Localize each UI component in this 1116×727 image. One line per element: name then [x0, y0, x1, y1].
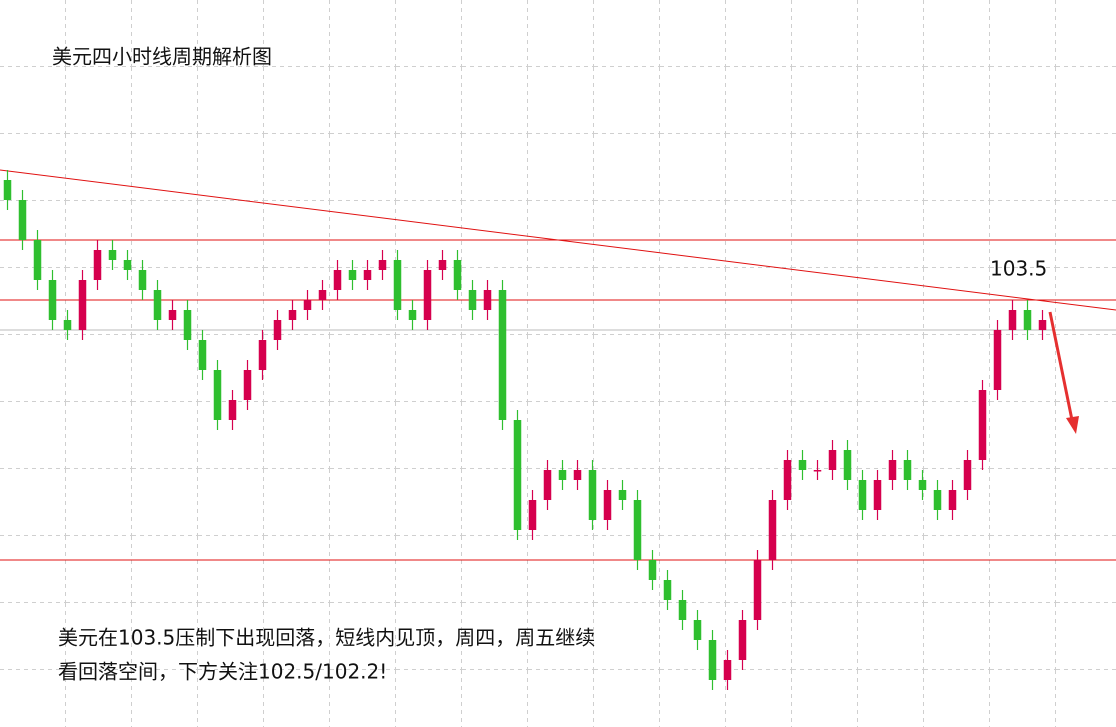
- candle-body: [1008, 310, 1017, 330]
- candle-body: [828, 450, 837, 470]
- candle-body: [588, 470, 597, 520]
- candle-body: [393, 260, 402, 310]
- annotation: 看回落空间，下方关注102.5/102.2!: [58, 660, 387, 684]
- candle-body: [678, 600, 687, 620]
- candle-body: [303, 300, 312, 310]
- candle-body: [258, 340, 267, 370]
- candle-body: [333, 270, 342, 290]
- level-label: 103.5: [990, 257, 1047, 281]
- candle-body: [498, 290, 507, 420]
- candle-body: [108, 250, 117, 260]
- candle-body: [33, 240, 42, 280]
- candle-body: [843, 450, 852, 480]
- candle-body: [918, 480, 927, 490]
- candle-body: [3, 180, 12, 200]
- candle-body: [783, 460, 792, 500]
- candle-body: [18, 200, 27, 240]
- candle-body: [318, 290, 327, 300]
- candle-body: [408, 310, 417, 320]
- candle-body: [648, 560, 657, 580]
- candle-body: [228, 400, 237, 420]
- candle-body: [858, 480, 867, 510]
- candle-body: [663, 580, 672, 600]
- candle-body: [813, 470, 822, 472]
- candle-body: [438, 260, 447, 270]
- arrow-head: [1066, 416, 1079, 434]
- candle-body: [483, 290, 492, 310]
- candle-body: [468, 290, 477, 310]
- candle-body: [888, 460, 897, 480]
- candle-body: [48, 280, 57, 320]
- candle-body: [543, 470, 552, 500]
- candle-body: [603, 490, 612, 520]
- candle-body: [963, 460, 972, 490]
- candle-body: [183, 310, 192, 340]
- candle-body: [573, 470, 582, 480]
- candle-body: [198, 340, 207, 370]
- candle-body: [213, 370, 222, 420]
- candle-body: [93, 250, 102, 280]
- candle-body: [453, 260, 462, 290]
- candle-body: [708, 640, 717, 680]
- candle-body: [948, 490, 957, 510]
- candle-body: [123, 260, 132, 270]
- candle-body: [528, 500, 537, 530]
- candle-body: [378, 260, 387, 270]
- candle-body: [138, 270, 147, 290]
- plot-area: [0, 169, 1116, 690]
- candle-body: [558, 470, 567, 480]
- trendline: [0, 169, 1116, 311]
- candle-body: [753, 560, 762, 620]
- candle-body: [798, 460, 807, 470]
- annotation: 美元在103.5压制下出现回落，短线内见顶，周四，周五继续: [58, 626, 595, 650]
- candle-body: [738, 620, 747, 660]
- candle-body: [348, 270, 357, 280]
- candle-body: [933, 490, 942, 510]
- candle-body: [1038, 320, 1047, 330]
- candle-body: [873, 480, 882, 510]
- candle-body: [63, 320, 72, 330]
- candle-body: [993, 330, 1002, 390]
- candle-body: [1023, 310, 1032, 330]
- arrow-shaft: [1048, 311, 1074, 421]
- candle-body: [273, 320, 282, 340]
- candle-body: [723, 660, 732, 680]
- candle-body: [513, 420, 522, 530]
- candle-body: [243, 370, 252, 400]
- candle-body: [363, 270, 372, 280]
- candle-body: [423, 270, 432, 320]
- candle-body: [978, 390, 987, 460]
- candle-body: [78, 280, 87, 330]
- candle-body: [168, 310, 177, 320]
- candle-body: [768, 500, 777, 560]
- candle-body: [153, 290, 162, 320]
- candle-body: [903, 460, 912, 480]
- chart-title: 美元四小时线周期解析图: [52, 45, 272, 69]
- candle-body: [618, 490, 627, 500]
- candle-body: [288, 310, 297, 320]
- candle-body: [693, 620, 702, 640]
- candle-body: [633, 500, 642, 560]
